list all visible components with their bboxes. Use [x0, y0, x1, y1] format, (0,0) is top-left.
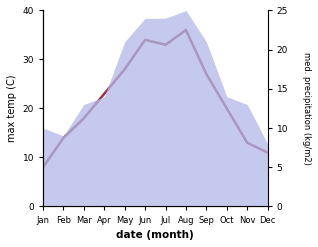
X-axis label: date (month): date (month) — [116, 230, 194, 240]
Y-axis label: max temp (C): max temp (C) — [7, 75, 17, 142]
Y-axis label: med. precipitation (kg/m2): med. precipitation (kg/m2) — [302, 52, 311, 165]
